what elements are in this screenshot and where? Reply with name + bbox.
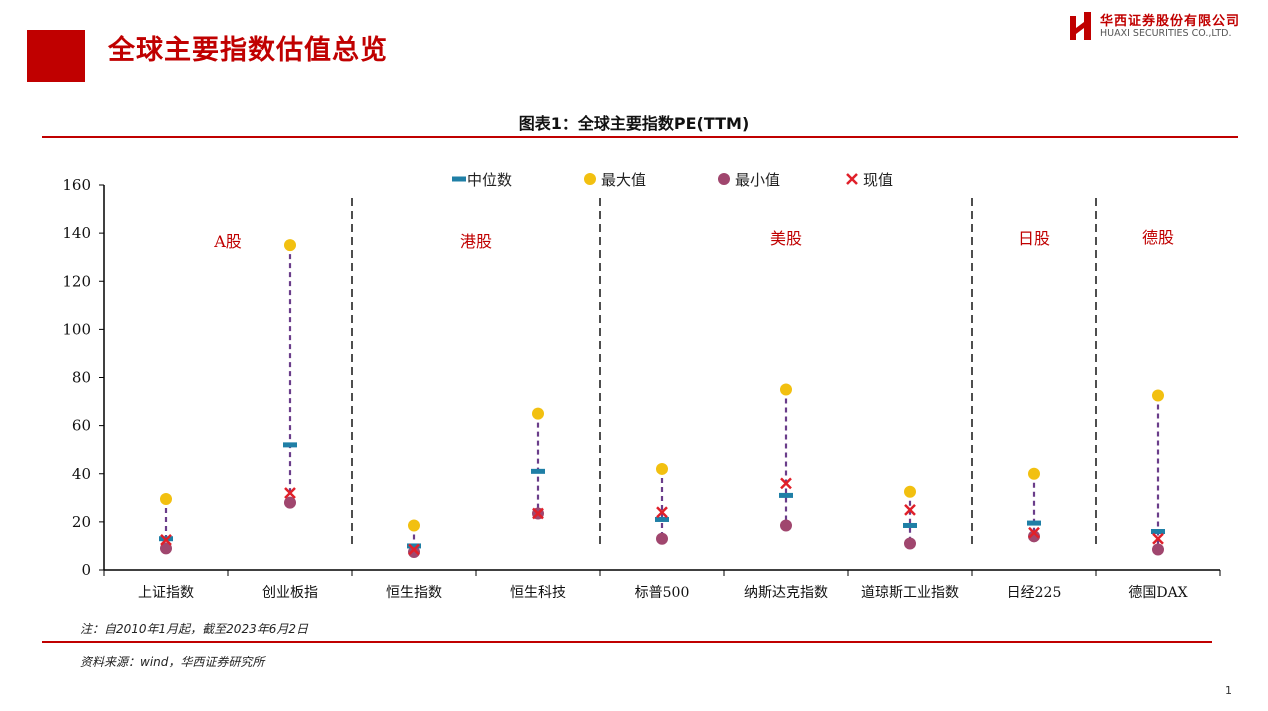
- y-tick-label: 60: [72, 417, 91, 435]
- y-tick-label: 140: [62, 224, 91, 242]
- x-tick-label: 标普500: [635, 585, 690, 601]
- point-min: [284, 496, 296, 509]
- point-median: [1027, 520, 1041, 526]
- point-median: [779, 492, 793, 498]
- x-tick-label: 道琼斯工业指数: [861, 585, 959, 601]
- company-logo: 华西证券股份有限公司 HUAXI SECURITIES CO.,LTD.: [1070, 10, 1260, 42]
- legend-label: 中位数: [467, 171, 512, 189]
- legend-label: 现值: [863, 171, 893, 189]
- legend-label: 最小值: [735, 171, 780, 189]
- point-max: [656, 462, 668, 475]
- point-current: [1028, 526, 1040, 539]
- chart-title: 图表1：全球主要指数PE(TTM): [518, 114, 750, 133]
- point-current: [284, 487, 296, 499]
- point-current: [904, 503, 916, 516]
- legend-label: 最大值: [601, 171, 646, 189]
- point-max: [1152, 389, 1164, 402]
- page-number: 1: [1225, 684, 1232, 697]
- point-min: [1152, 543, 1164, 556]
- point-current: [408, 543, 420, 556]
- logo-text-en: HUAXI SECURITIES CO.,LTD.: [1100, 28, 1232, 39]
- source-note: 资料来源：wind，华西证券研究所: [80, 655, 265, 669]
- huaxi-logo-icon: [1070, 12, 1091, 40]
- y-tick-label: 0: [81, 561, 91, 579]
- title-rule: [42, 136, 1238, 138]
- chart-note: 注：自2010年1月起，截至2023年6月2日: [80, 622, 308, 636]
- point-min: [780, 519, 792, 532]
- x-tick-label: 日经225: [1007, 585, 1062, 601]
- point-current: [160, 534, 172, 546]
- title-accent-block: [27, 30, 85, 82]
- legend-marker: [584, 173, 596, 185]
- point-min: [408, 545, 420, 558]
- legend-marker: [718, 173, 730, 185]
- point-median: [655, 516, 669, 522]
- x-tick-label: 创业板指: [262, 585, 318, 601]
- point-median: [283, 442, 297, 448]
- point-max: [408, 519, 420, 532]
- point-max: [780, 383, 792, 396]
- point-max: [532, 407, 544, 420]
- point-min: [656, 532, 668, 545]
- point-current: [532, 507, 544, 520]
- group-label: 港股: [460, 232, 492, 251]
- y-tick-label: 40: [72, 465, 91, 483]
- x-tick-label: 德国DAX: [1128, 585, 1187, 601]
- point-max: [160, 493, 172, 506]
- x-tick-label: 上证指数: [138, 585, 194, 601]
- point-median: [407, 543, 421, 549]
- point-current: [780, 477, 792, 490]
- group-label: 德股: [1142, 228, 1174, 247]
- point-median: [1151, 529, 1165, 534]
- point-current: [1152, 532, 1164, 545]
- group-label: 美股: [770, 229, 802, 248]
- x-tick-label: 恒生指数: [386, 585, 442, 601]
- point-min: [1028, 530, 1040, 543]
- y-tick-label: 100: [62, 320, 91, 338]
- group-label: 日股: [1018, 229, 1050, 248]
- legend-marker: [452, 176, 466, 182]
- x-tick-label: 纳斯达克指数: [744, 585, 828, 601]
- x-tick-label: 恒生科技: [510, 585, 566, 601]
- y-tick-label: 160: [62, 176, 91, 194]
- y-tick-label: 120: [62, 272, 91, 290]
- logo-text-cn: 华西证券股份有限公司: [1100, 14, 1241, 29]
- point-min: [904, 537, 916, 550]
- y-tick-label: 80: [72, 369, 91, 387]
- group-label: A股: [213, 232, 242, 251]
- point-max: [1028, 467, 1040, 480]
- point-current: [656, 506, 668, 519]
- footer-rule: [42, 641, 1212, 643]
- point-max: [284, 239, 296, 252]
- point-min: [160, 542, 172, 555]
- y-tick-label: 20: [72, 513, 91, 531]
- point-median: [903, 522, 917, 528]
- legend-marker: [846, 173, 858, 185]
- page-title: 全球主要指数估值总览: [108, 35, 388, 66]
- point-max: [904, 485, 916, 498]
- point-median: [531, 468, 545, 474]
